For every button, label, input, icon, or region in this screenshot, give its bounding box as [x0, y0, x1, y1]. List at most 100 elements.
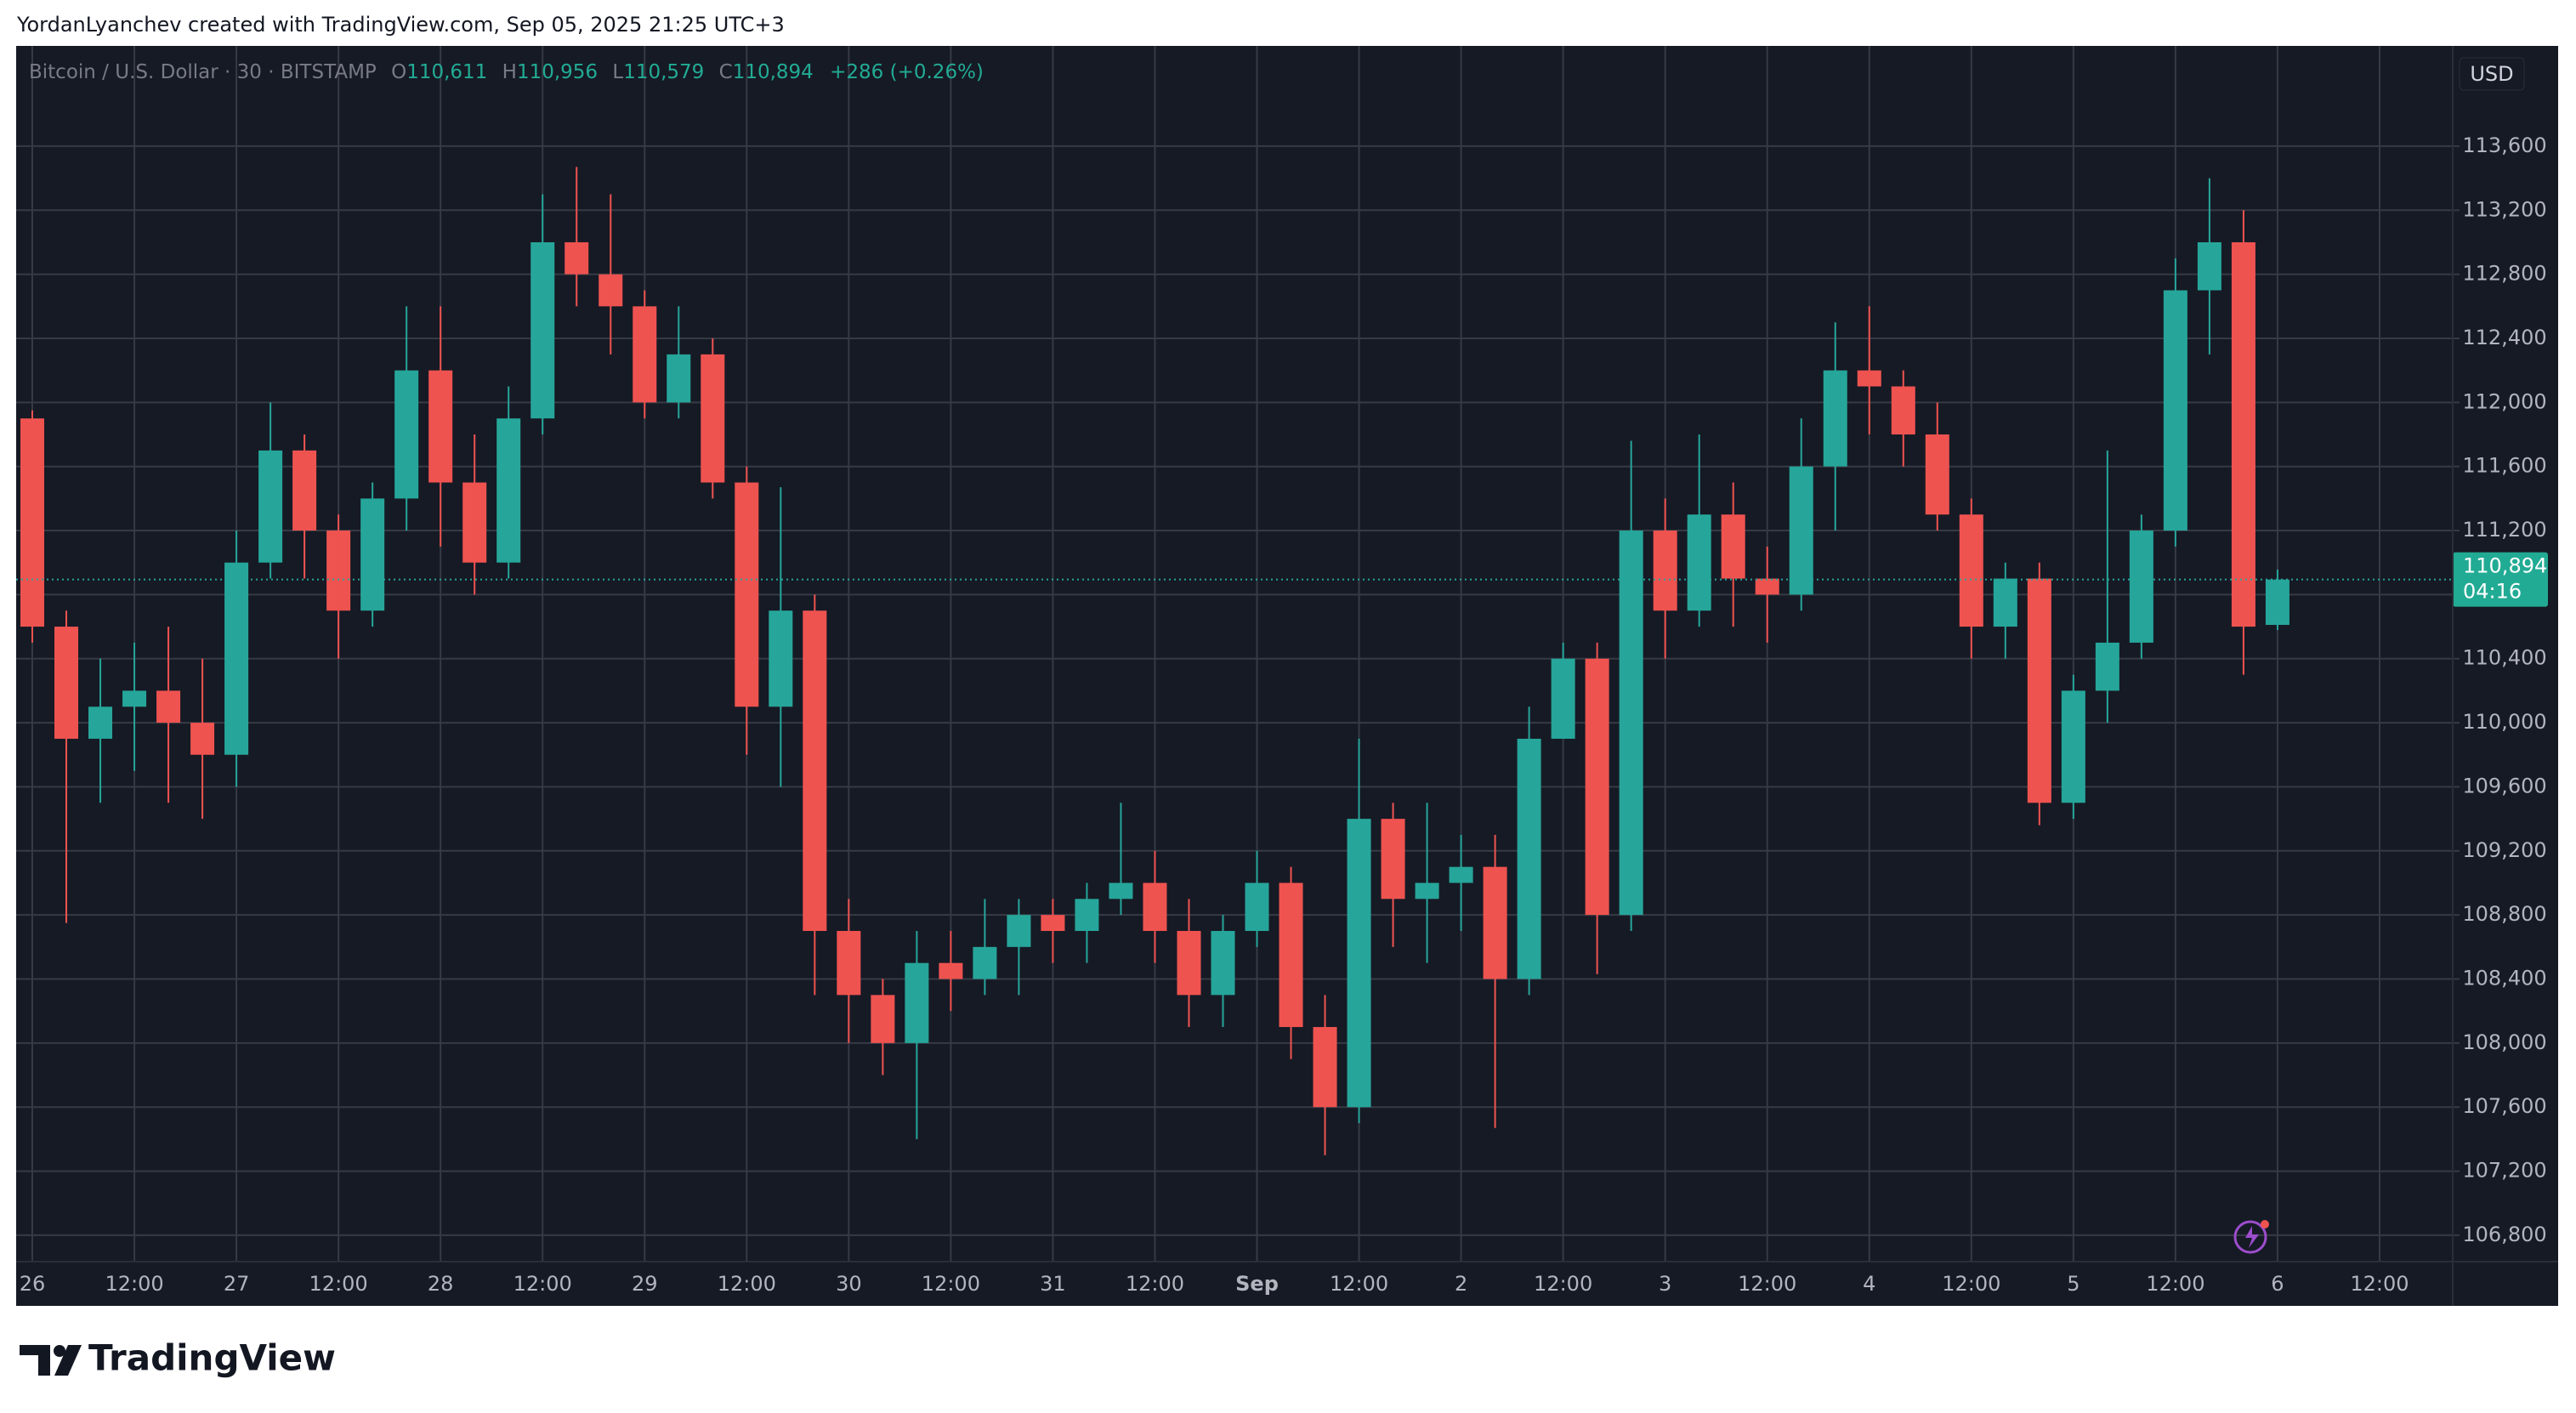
candle-body [1789, 466, 1813, 595]
candle-body [2163, 290, 2187, 531]
y-tick-label: 112,000 [2462, 389, 2546, 413]
caption: YordanLyanchev created with TradingView.… [16, 13, 785, 37]
candle-body [1925, 434, 1949, 515]
x-tick-label: 31 [1040, 1272, 1066, 1296]
y-tick-label: 112,400 [2462, 326, 2546, 349]
candle-body [871, 995, 895, 1043]
candle-body [2027, 578, 2051, 803]
candle-body [1483, 866, 1507, 979]
x-tick-label: 12:00 [1534, 1272, 1592, 1296]
candle-body [54, 627, 79, 739]
candle-body [1279, 882, 1303, 1028]
candle-body [599, 274, 623, 307]
candle-body [2231, 241, 2255, 627]
y-tick-label: 106,800 [2462, 1223, 2546, 1246]
x-tick-label: 6 [2271, 1272, 2284, 1296]
x-tick-label: 12:00 [309, 1272, 368, 1296]
candle-body [326, 531, 351, 611]
candle-body [1313, 1027, 1337, 1108]
candle-body [224, 562, 249, 755]
candle-body [1211, 930, 1235, 996]
y-tick-label: 111,600 [2462, 454, 2546, 478]
overlay: 106,800 107,200 107,600 108,000 108,400 108,8… [16, 133, 2548, 1296]
currency[interactable]: USD [2470, 62, 2513, 86]
candle-body [769, 610, 793, 707]
icon-ring [2233, 1220, 2267, 1254]
candle-body [1585, 658, 1609, 916]
icon-dot [2261, 1220, 2269, 1229]
candle-body [1381, 819, 1405, 899]
x-tick-label: 3 [1659, 1272, 1671, 1296]
logo-slash [54, 1345, 82, 1376]
candle-body [1449, 866, 1473, 883]
x-tick-label: 12:00 [1942, 1272, 2000, 1296]
x-tick-label: 30 [836, 1272, 862, 1296]
logo-mark [20, 1345, 50, 1376]
candle-body [735, 482, 759, 707]
candle-body [1857, 370, 1881, 387]
last-price-box [2453, 552, 2548, 607]
currency-box[interactable] [2459, 57, 2525, 91]
y-tick-label: 107,600 [2462, 1094, 2546, 1118]
candle-body [292, 450, 317, 531]
candle-body [88, 706, 113, 739]
candle-body [1891, 386, 1915, 435]
legend-key: L [612, 61, 623, 83]
x-tick-label: 12:00 [513, 1272, 572, 1296]
candle-body [1245, 882, 1269, 931]
x-tick-label: 27 [224, 1272, 250, 1296]
x-tick-label: 12:00 [2350, 1272, 2409, 1296]
y-tick-label: 110,400 [2462, 646, 2546, 670]
symbol: Bitcoin / U.S. Dollar · 30 · BITSTAMP [29, 61, 377, 83]
candle-body [2061, 690, 2085, 803]
candle-body [939, 962, 963, 979]
candle-body [1347, 819, 1371, 1108]
candle-body [360, 498, 385, 611]
candle-body [190, 723, 215, 755]
y-tick-label: 111,200 [2462, 518, 2546, 542]
candle-body [1551, 658, 1575, 739]
y-tick-label: 109,200 [2462, 838, 2546, 862]
icon-bolt [2245, 1226, 2259, 1248]
x-tick-label: 12:00 [718, 1272, 776, 1296]
candle-body [258, 450, 283, 563]
candle-body [837, 930, 861, 996]
candle-body [20, 418, 45, 627]
y-tick-label: 108,800 [2462, 902, 2546, 926]
candle-body [803, 610, 827, 931]
x-tick-label: Sep [1235, 1272, 1279, 1296]
candle-body [1415, 882, 1439, 899]
candle-body [633, 306, 657, 403]
y-tick-label: 113,600 [2462, 133, 2546, 157]
chart-frame [16, 46, 2558, 1306]
candle-body [973, 946, 997, 979]
candle-body [2197, 241, 2221, 291]
legend-value: 110,894 [733, 61, 814, 83]
y-tick-label: 108,400 [2462, 967, 2546, 990]
x-tick-label: 28 [428, 1272, 454, 1296]
candle-body [701, 354, 725, 483]
candle-body [394, 370, 419, 499]
brand-logo: TradingView [20, 1337, 336, 1379]
legend-key: H [502, 61, 517, 83]
candle-body [1653, 531, 1677, 611]
assistant-icon[interactable] [2233, 1220, 2269, 1254]
y-tick-label: 109,600 [2462, 774, 2546, 797]
x-tick-label: 2 [1455, 1272, 1467, 1296]
candle-body [496, 418, 521, 563]
logo-dot [54, 1345, 65, 1357]
y-tick-label: 107,200 [2462, 1159, 2546, 1183]
brand: TradingView [88, 1337, 336, 1379]
candle-body [156, 690, 181, 724]
candle-body [1755, 578, 1779, 595]
candle-body [565, 241, 589, 275]
candle-body [1517, 738, 1541, 979]
grid [16, 46, 2453, 1262]
candle-body [667, 354, 691, 403]
x-tick-label: 12:00 [1126, 1272, 1184, 1296]
y-tick-label: 108,000 [2462, 1030, 2546, 1054]
candle-body [1109, 882, 1133, 899]
candle-body [1687, 514, 1711, 611]
